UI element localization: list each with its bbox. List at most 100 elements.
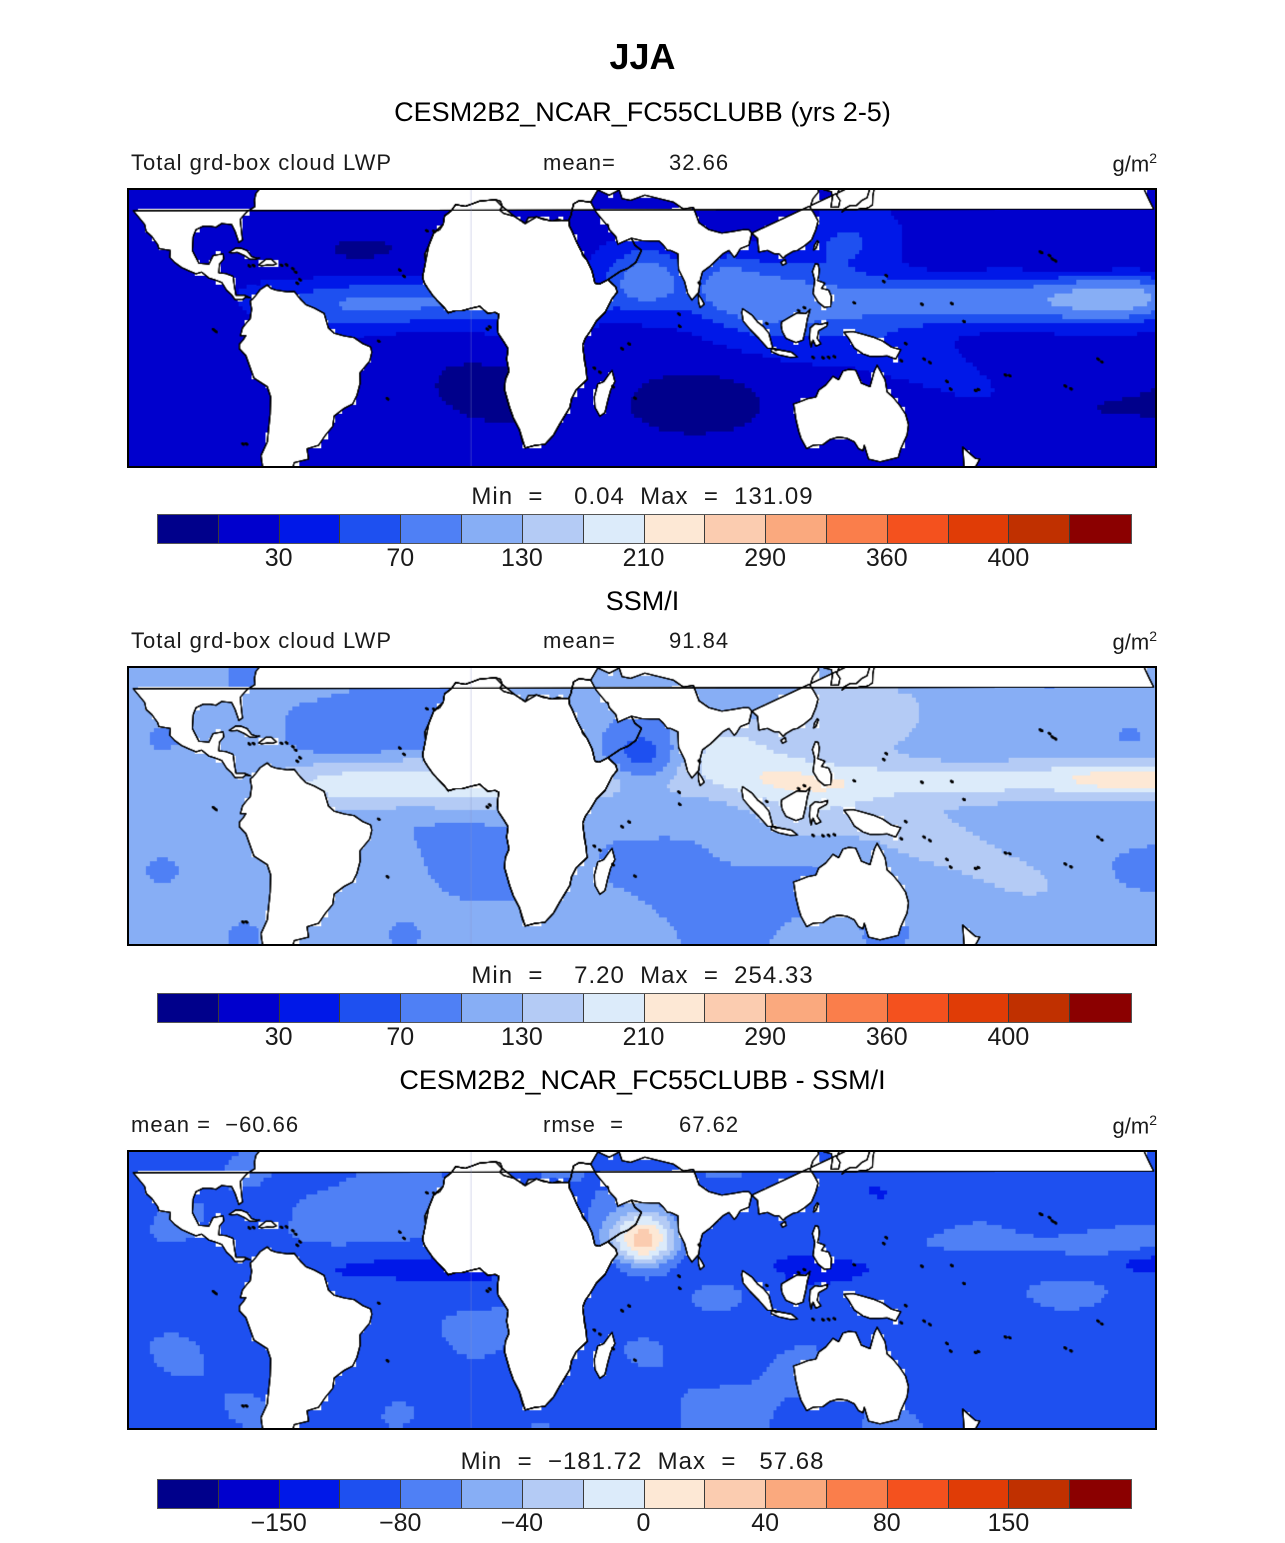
panel-1-field-label: Total grd-box cloud LWP bbox=[131, 150, 393, 175]
colorbar-segment bbox=[218, 994, 280, 1022]
colorbar-tick-label: 70 bbox=[386, 1023, 415, 1051]
colorbar-tick-label: 80 bbox=[872, 1509, 901, 1537]
colorbar-segment bbox=[583, 1480, 645, 1508]
colorbar-segment bbox=[826, 1480, 888, 1508]
colorbar-segment bbox=[401, 515, 463, 543]
colorbar-segment bbox=[279, 1480, 341, 1508]
colorbar-segment bbox=[826, 515, 888, 543]
panel-2-stat-label: mean= bbox=[543, 628, 616, 653]
colorbar-segment bbox=[583, 994, 645, 1022]
panel-1-title: CESM2B2_NCAR_FC55CLUBB (yrs 2-5) bbox=[394, 97, 891, 127]
colorbar-3-ticks: −150 −80 −40 0 40 80 150 bbox=[157, 1509, 1130, 1543]
colorbar-segment bbox=[401, 1480, 463, 1508]
colorbar-1-ticks: 30 70 130 210 290 360 400 bbox=[157, 544, 1130, 578]
panel-3-field-label: mean = −60.66 bbox=[131, 1112, 300, 1137]
colorbar-tick-label: 30 bbox=[264, 1023, 293, 1051]
colorbar-segment bbox=[340, 1480, 402, 1508]
panel-3-stat-label: rmse = bbox=[543, 1112, 624, 1137]
map-canvas-difference bbox=[129, 1152, 1155, 1428]
map-panel-observation[interactable] bbox=[127, 666, 1157, 946]
colorbar-segment bbox=[158, 1480, 219, 1508]
colorbar-tick-label: 30 bbox=[264, 544, 293, 572]
colorbar-segment bbox=[948, 1480, 1010, 1508]
colorbar-segment bbox=[340, 994, 402, 1022]
colorbar-3-bar[interactable] bbox=[157, 1479, 1132, 1509]
colorbar-tick-label: 400 bbox=[987, 544, 1030, 572]
panel-1-annotations: Total grd-box cloud LWP mean= 32.66 g/m2 bbox=[131, 150, 1157, 176]
panel-2-stat-value: 91.84 bbox=[669, 628, 730, 653]
colorbar-segment bbox=[705, 515, 767, 543]
panel-2-annotations: Total grd-box cloud LWP mean= 91.84 g/m2 bbox=[131, 628, 1157, 654]
panel-1-stat-label: mean= bbox=[543, 150, 616, 175]
colorbar-segment bbox=[1070, 1480, 1131, 1508]
colorbar-segment bbox=[522, 994, 584, 1022]
panel-3-units: g/m2 bbox=[1112, 1112, 1157, 1139]
panel-1-stat-value: 32.66 bbox=[669, 150, 730, 175]
panel-1-units: g/m2 bbox=[1112, 150, 1157, 177]
colorbar-2-bar[interactable] bbox=[157, 993, 1132, 1023]
colorbar-segment bbox=[644, 994, 706, 1022]
colorbar-tick-label: 400 bbox=[987, 1023, 1030, 1051]
colorbar-segment bbox=[583, 515, 645, 543]
panel-2-units: g/m2 bbox=[1112, 628, 1157, 655]
colorbar-segment bbox=[279, 515, 341, 543]
colorbar-1-minmax: Min = 0.04 Max = 131.09 bbox=[471, 483, 814, 510]
map-canvas-model bbox=[129, 190, 1155, 466]
colorbar-segment bbox=[1009, 1480, 1071, 1508]
map-panel-model[interactable] bbox=[127, 188, 1157, 468]
colorbar-tick-label: 210 bbox=[622, 544, 665, 572]
colorbar-segment bbox=[887, 515, 949, 543]
colorbar-segment bbox=[1009, 515, 1071, 543]
colorbar-2-ticks: 30 70 130 210 290 360 400 bbox=[157, 1023, 1130, 1057]
colorbar-tick-label: 210 bbox=[622, 1023, 665, 1051]
colorbar-2-minmax: Min = 7.20 Max = 254.33 bbox=[471, 962, 814, 989]
colorbar-tick-label: 150 bbox=[987, 1509, 1030, 1537]
panel-3-stat-value: 67.62 bbox=[679, 1112, 740, 1137]
colorbar-segment bbox=[644, 1480, 706, 1508]
colorbar-segment bbox=[462, 515, 523, 543]
colorbar-tick-label: 0 bbox=[636, 1509, 651, 1537]
colorbar-segment bbox=[522, 515, 584, 543]
colorbar-tick-label: 360 bbox=[865, 1023, 908, 1051]
colorbar-tick-label: 70 bbox=[386, 544, 415, 572]
colorbar-1-bar[interactable] bbox=[157, 514, 1132, 544]
colorbar-segment bbox=[766, 515, 827, 543]
colorbar-segment bbox=[462, 994, 523, 1022]
colorbar-tick-label: 290 bbox=[744, 1023, 786, 1051]
colorbar-segment bbox=[462, 1480, 523, 1508]
panel-2-field-label: Total grd-box cloud LWP bbox=[131, 628, 393, 653]
colorbar-segment bbox=[158, 515, 219, 543]
colorbar-tick-label: −40 bbox=[500, 1509, 544, 1537]
colorbar-tick-label: 290 bbox=[744, 544, 786, 572]
colorbar-segment bbox=[766, 994, 827, 1022]
colorbar-segment bbox=[705, 1480, 767, 1508]
colorbar-segment bbox=[1009, 994, 1071, 1022]
colorbar-segment bbox=[644, 515, 706, 543]
panel-2-title: SSM/I bbox=[605, 586, 680, 616]
colorbar-segment bbox=[279, 994, 341, 1022]
colorbar-tick-label: 130 bbox=[501, 1023, 543, 1051]
colorbar-segment bbox=[218, 1480, 280, 1508]
colorbar-tick-label: −80 bbox=[379, 1509, 422, 1537]
colorbar-segment bbox=[218, 515, 280, 543]
map-canvas-observation bbox=[129, 668, 1155, 944]
colorbar-segment bbox=[1070, 515, 1131, 543]
colorbar-segment bbox=[887, 1480, 949, 1508]
colorbar-segment bbox=[401, 994, 463, 1022]
colorbar-segment bbox=[826, 994, 888, 1022]
colorbar-segment bbox=[158, 994, 219, 1022]
colorbar-segment bbox=[1070, 994, 1131, 1022]
colorbar-segment bbox=[948, 515, 1010, 543]
colorbar-tick-label: −150 bbox=[250, 1509, 307, 1537]
colorbar-segment bbox=[948, 994, 1010, 1022]
colorbar-segment bbox=[766, 1480, 827, 1508]
figure-title: JJA bbox=[609, 36, 676, 77]
colorbar-segment bbox=[705, 994, 767, 1022]
panel-3-title: CESM2B2_NCAR_FC55CLUBB - SSM/I bbox=[399, 1065, 886, 1095]
colorbar-3-minmax: Min = −181.72 Max = 57.68 bbox=[460, 1448, 825, 1475]
colorbar-tick-label: 130 bbox=[501, 544, 543, 572]
map-panel-difference[interactable] bbox=[127, 1150, 1157, 1430]
colorbar-segment bbox=[340, 515, 402, 543]
colorbar-tick-label: 360 bbox=[865, 544, 908, 572]
